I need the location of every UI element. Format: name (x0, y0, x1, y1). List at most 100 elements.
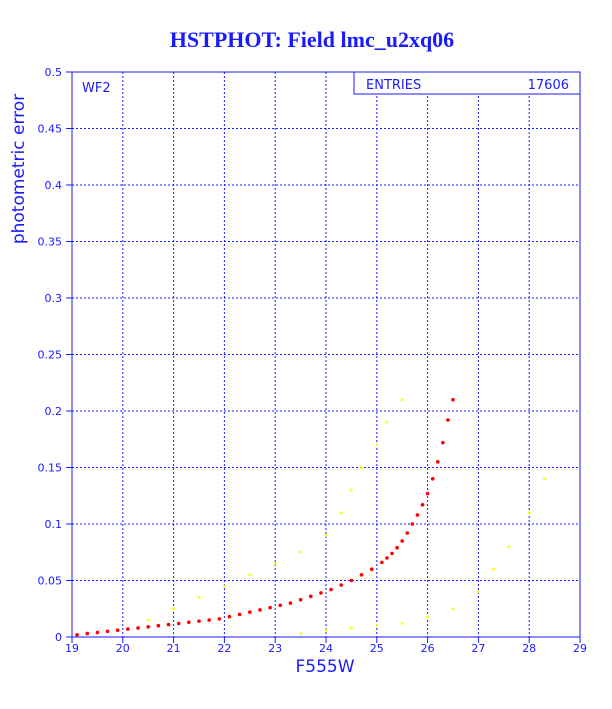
data-point (273, 562, 277, 565)
data-point (339, 511, 343, 515)
data-point (420, 502, 425, 507)
x-axis-ticks: 19 20 21 22 23 24 25 26 27 28 29 (65, 637, 587, 655)
y-tick-label: 0.05 (38, 575, 63, 588)
data-point (400, 622, 404, 625)
data-point (451, 397, 455, 402)
data-point (359, 573, 364, 577)
data-point (425, 491, 430, 496)
data-point (172, 607, 176, 611)
data-point (375, 624, 379, 628)
data-point (360, 466, 363, 469)
data-point (95, 630, 100, 635)
stats-box-label: ENTRIES (366, 78, 421, 93)
x-tick-label: 19 (65, 642, 79, 655)
y-tick-label: 0.1 (45, 518, 63, 531)
panel-label: WF2 (82, 81, 111, 96)
data-point (451, 607, 455, 611)
data-point (369, 567, 374, 571)
data-point (441, 440, 445, 445)
data-point (126, 627, 130, 631)
data-point (176, 621, 181, 626)
x-tick-label: 29 (573, 642, 587, 655)
data-point (385, 556, 389, 560)
data-point (380, 560, 384, 565)
scatter-series-secondary (146, 398, 546, 636)
x-tick-label: 20 (116, 642, 130, 655)
x-tick-label: 24 (319, 642, 333, 655)
data-point (187, 620, 191, 625)
data-point (197, 619, 201, 623)
data-point (197, 596, 201, 599)
x-tick-label: 23 (268, 642, 282, 655)
data-point (400, 398, 404, 402)
data-point (350, 488, 353, 492)
x-tick-label: 26 (421, 642, 435, 655)
data-point (166, 622, 171, 627)
data-point (85, 631, 90, 636)
grid-layer (72, 72, 580, 637)
data-point (319, 591, 323, 595)
data-point (385, 420, 389, 424)
y-tick-label: 0.35 (38, 236, 63, 249)
scatter-series-main (75, 397, 455, 637)
data-point (349, 578, 354, 583)
data-point (227, 614, 232, 619)
data-point (268, 605, 272, 610)
data-point (426, 615, 429, 619)
data-point (217, 617, 222, 621)
data-point (288, 601, 293, 605)
y-tick-label: 0.2 (45, 405, 63, 418)
data-point (329, 587, 333, 592)
data-point (527, 511, 531, 515)
data-point (339, 583, 344, 587)
data-point (298, 597, 303, 602)
data-point (415, 513, 420, 517)
data-point (248, 573, 252, 577)
data-point (543, 477, 546, 481)
data-point (507, 545, 511, 548)
data-point (390, 551, 394, 556)
data-point (136, 626, 140, 630)
data-point (299, 632, 302, 636)
data-point (435, 460, 440, 464)
data-point (105, 629, 110, 634)
y-axis-ticks: 0 0.05 0.1 0.15 0.2 0.25 0.3 0.35 0.4 0.45 0.5 (38, 66, 72, 644)
stats-box-frame (353, 71, 581, 95)
data-point (156, 623, 161, 628)
y-tick-label: 0.45 (38, 123, 63, 136)
x-axis-label: F555W (295, 657, 354, 677)
data-point (237, 612, 242, 617)
data-point (299, 550, 302, 554)
y-tick-label: 0.5 (45, 66, 63, 79)
data-point (146, 625, 150, 629)
data-point (410, 522, 415, 526)
data-point (223, 584, 226, 588)
y-tick-label: 0 (55, 631, 62, 644)
data-point (446, 418, 450, 422)
data-point (477, 590, 480, 594)
y-tick-label: 0.3 (45, 292, 63, 305)
data-point (375, 443, 379, 447)
chart-title: HSTPHOT: Field lmc_u2xq06 (170, 27, 454, 52)
data-point (430, 477, 435, 481)
x-tick-label: 21 (167, 642, 181, 655)
data-point (308, 594, 313, 599)
stats-box: ENTRIES 17606 (353, 71, 581, 95)
data-point (146, 618, 150, 622)
y-axis-label: photometric error (9, 94, 29, 244)
x-tick-label: 27 (471, 642, 485, 655)
data-point (248, 610, 252, 614)
data-point (258, 608, 262, 612)
data-point (75, 632, 79, 637)
data-point (400, 539, 405, 543)
stats-box-value: 17606 (528, 78, 569, 93)
data-point (492, 567, 496, 571)
data-point (324, 628, 328, 632)
x-tick-label: 22 (217, 642, 231, 655)
x-tick-label: 28 (522, 642, 536, 655)
y-tick-label: 0.25 (38, 349, 63, 362)
data-point (324, 533, 328, 537)
data-point (207, 618, 211, 622)
data-point (350, 626, 353, 630)
